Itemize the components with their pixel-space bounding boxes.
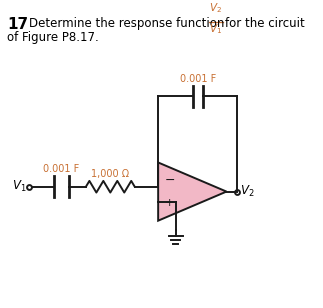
Text: $V_2$: $V_2$ [240,184,255,199]
Text: of Figure P8.17.: of Figure P8.17. [7,30,99,43]
Text: +: + [165,198,174,208]
Text: −: − [165,174,175,187]
Polygon shape [158,163,226,221]
Text: $V_1$: $V_1$ [12,179,26,194]
Text: 1,000 Ω: 1,000 Ω [91,169,130,179]
Text: for the circuit: for the circuit [224,17,304,30]
Text: Determine the response function: Determine the response function [29,17,228,30]
Text: $V_1$: $V_1$ [209,22,222,36]
Text: $V_2$: $V_2$ [209,1,222,15]
Text: 0.001 F: 0.001 F [180,74,216,84]
Text: 17: 17 [7,17,28,32]
Text: 0.001 F: 0.001 F [43,164,80,174]
